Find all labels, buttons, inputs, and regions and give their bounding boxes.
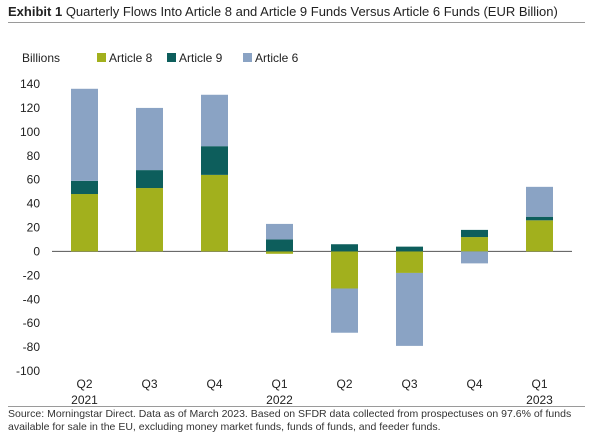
bar-article-8 [266,251,293,254]
x-tick-label: Q2 [336,377,352,391]
bar-article-8 [526,220,553,252]
x-tick-label: Q2 [76,377,92,391]
source-divider [8,406,585,407]
y-tick-label: 40 [27,197,41,211]
bar-article-9 [201,146,228,175]
y-tick-label: 140 [20,77,40,91]
y-tick-label: 80 [27,149,41,163]
x-tick-label: Q3 [141,377,157,391]
y-tick-label: 60 [27,173,41,187]
y-tick-label: 0 [33,244,40,258]
x-year-label: 2021 [71,393,98,406]
y-axis: 140 120 100 80 60 40 20 0 -20 -40 -60 -80 -100 [16,77,572,378]
y-tick-label: -80 [23,340,41,354]
bar-article-6 [136,107,163,171]
bar-article-8 [71,194,98,252]
title-text: Quarterly Flows Into Article 8 and Artic… [65,4,558,19]
bar-article-6 [396,272,423,346]
legend: Article 8 Article 9 Article 6 [97,51,299,65]
bar-article-9 [396,246,423,252]
exhibit-label: Exhibit 1 [8,4,63,19]
legend-swatch [167,53,176,62]
x-tick-label: Q4 [466,377,482,391]
bar-article-9 [136,170,163,189]
bar-article-6 [461,251,488,264]
bar-article-8 [331,251,358,289]
x-tick-label: Q4 [206,377,222,391]
bar-article-9 [71,180,98,195]
x-year-label: 2023 [526,393,553,406]
y-axis-label: Billions [22,51,60,65]
bar-article-8 [461,237,488,252]
y-tick-label: -100 [16,364,40,378]
y-tick-label: -20 [23,268,41,282]
x-tick-label: Q1 [271,377,287,391]
bar-article-8 [396,251,423,273]
legend-label: Article 8 [109,51,153,65]
bar-article-8 [136,188,163,252]
bar-article-6 [71,88,98,181]
title-divider [8,22,585,23]
bar-article-9 [331,244,358,252]
x-tick-label: Q1 [531,377,547,391]
bars [71,88,553,346]
y-tick-label: -60 [23,316,41,330]
x-year-label: 2022 [266,393,293,406]
legend-label: Article 6 [255,51,299,65]
bar-article-6 [266,223,293,240]
bar-article-6 [201,94,228,147]
stacked-bar-chart: Billions Article 8 Article 9 Article 6 140… [16,51,572,406]
bar-article-9 [526,216,553,221]
y-tick-label: -40 [23,292,41,306]
bar-article-9 [461,229,488,238]
bar-article-6 [331,288,358,333]
x-axis: Q2 2021 Q3 Q4 Q1 2022 Q2 Q3 Q4 Q1 2023 [71,377,553,406]
source-note: Source: Morningstar Direct. Data as of M… [8,408,572,433]
y-tick-label: 120 [20,101,40,115]
bar-article-6 [526,186,553,217]
bar-article-8 [201,174,228,252]
legend-label: Article 9 [179,51,223,65]
bar-article-9 [266,239,293,252]
y-tick-label: 100 [20,125,40,139]
y-tick-label: 20 [27,221,41,235]
legend-swatch [243,53,252,62]
x-tick-label: Q3 [401,377,417,391]
chart-title: Exhibit 1 Quarterly Flows Into Article 8… [8,4,558,19]
legend-swatch [97,53,106,62]
